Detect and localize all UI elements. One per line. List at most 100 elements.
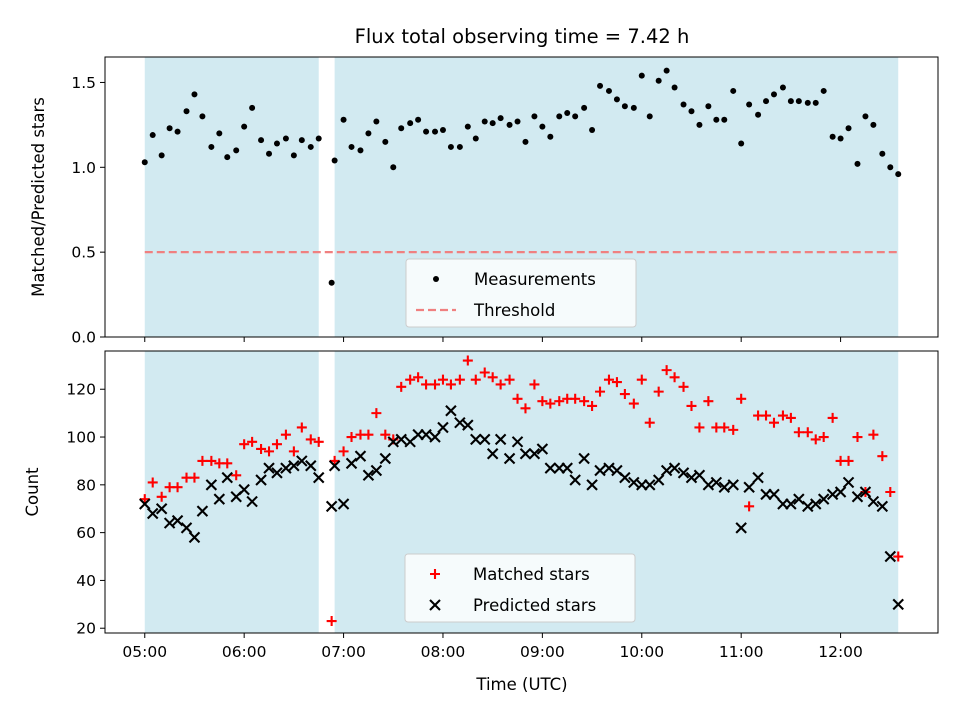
data-point bbox=[447, 143, 454, 150]
predicted-marker bbox=[586, 479, 598, 491]
matched-marker bbox=[893, 551, 904, 562]
data-point bbox=[655, 77, 662, 84]
matched-marker bbox=[371, 408, 382, 419]
data-point bbox=[613, 96, 620, 103]
data-point bbox=[273, 140, 280, 147]
matched-marker bbox=[678, 381, 689, 392]
matched-marker bbox=[761, 410, 772, 421]
predicted-marker bbox=[752, 471, 764, 484]
predicted-marker bbox=[693, 469, 706, 482]
data-point bbox=[845, 125, 852, 132]
legend-swatch bbox=[433, 276, 439, 282]
data-point bbox=[688, 108, 695, 115]
legend-label: Measurements bbox=[474, 270, 596, 289]
bottom-panel-counts: 20 40 60 80 100 120 05:00 06:00 07:00 08:00 09:00 1… bbox=[23, 350, 939, 661]
y-tick-label: 120 bbox=[66, 381, 96, 399]
predicted-marker bbox=[221, 471, 234, 484]
data-point bbox=[597, 82, 604, 89]
predicted-marker bbox=[246, 495, 258, 508]
x-tick-label: 12:00 bbox=[818, 643, 863, 661]
data-point bbox=[713, 116, 720, 123]
matched-marker bbox=[852, 432, 863, 443]
matched-marker bbox=[785, 412, 796, 423]
predicted-marker bbox=[859, 486, 872, 498]
y-axis-label: Matched/Predicted stars bbox=[29, 97, 48, 297]
data-point bbox=[589, 126, 596, 133]
matched-marker bbox=[603, 374, 614, 385]
predicted-marker bbox=[619, 471, 631, 484]
matched-marker bbox=[222, 458, 233, 469]
data-point bbox=[630, 104, 637, 111]
predicted-marker bbox=[876, 500, 889, 513]
predicted-marker bbox=[486, 448, 499, 460]
data-point bbox=[887, 164, 894, 171]
data-point bbox=[746, 101, 753, 108]
predicted-marker bbox=[817, 493, 830, 505]
matched-marker bbox=[885, 487, 896, 497]
predicted-marker bbox=[188, 531, 201, 544]
matched-marker bbox=[437, 374, 448, 385]
matched-marker bbox=[247, 436, 258, 447]
predicted-marker bbox=[519, 448, 532, 460]
data-point bbox=[423, 128, 430, 135]
data-point bbox=[415, 116, 422, 123]
data-point bbox=[621, 103, 628, 110]
predicted-marker bbox=[785, 498, 797, 510]
data-point bbox=[812, 99, 819, 106]
matched-marker bbox=[744, 501, 755, 512]
data-point bbox=[307, 143, 314, 150]
x-tick-label: 08:00 bbox=[421, 643, 466, 661]
predicted-marker bbox=[536, 443, 549, 455]
matched-marker bbox=[669, 372, 680, 383]
data-point bbox=[439, 126, 446, 133]
predicted-marker bbox=[370, 464, 383, 477]
matched-marker bbox=[827, 412, 838, 423]
predicted-marker bbox=[677, 467, 690, 479]
matched-marker bbox=[587, 400, 598, 411]
matched-marker bbox=[736, 393, 747, 404]
matched-marker bbox=[802, 427, 813, 438]
legend-swatch bbox=[429, 599, 441, 611]
y-axis-label: Count bbox=[23, 467, 42, 517]
data-point bbox=[564, 110, 571, 116]
predicted-marker bbox=[354, 450, 367, 462]
y-tick-label: 20 bbox=[76, 620, 96, 638]
matched-marker bbox=[147, 477, 158, 488]
predicted-marker bbox=[892, 598, 904, 611]
data-point bbox=[464, 123, 471, 130]
data-point bbox=[258, 137, 265, 144]
data-point bbox=[795, 98, 802, 105]
predicted-marker bbox=[643, 479, 656, 491]
data-point bbox=[208, 143, 215, 150]
data-point bbox=[829, 133, 836, 140]
data-point bbox=[556, 113, 563, 120]
data-point bbox=[770, 91, 777, 98]
data-point bbox=[382, 138, 389, 145]
data-point bbox=[862, 113, 869, 120]
predicted-marker bbox=[768, 488, 780, 501]
matched-marker bbox=[231, 470, 242, 481]
series-predicted-stars bbox=[139, 405, 904, 611]
observing-window-1 bbox=[144, 57, 319, 337]
data-point bbox=[340, 116, 347, 123]
data-point bbox=[804, 99, 811, 106]
matched-marker bbox=[338, 446, 349, 457]
data-point bbox=[348, 143, 355, 150]
y-tick-label: 0.5 bbox=[71, 244, 96, 262]
data-point bbox=[183, 108, 190, 115]
data-point bbox=[870, 121, 877, 128]
data-point bbox=[895, 171, 902, 178]
data-point bbox=[158, 152, 165, 159]
predicted-marker bbox=[337, 498, 350, 510]
legend-swatch bbox=[430, 569, 440, 579]
data-point bbox=[373, 118, 380, 125]
matched-marker bbox=[405, 374, 416, 385]
predicted-marker bbox=[628, 476, 640, 489]
matched-marker bbox=[264, 446, 275, 457]
data-point bbox=[671, 84, 678, 91]
matched-marker bbox=[313, 436, 324, 447]
matched-marker bbox=[280, 429, 291, 440]
matched-marker bbox=[413, 372, 424, 383]
predicted-marker bbox=[345, 457, 358, 470]
matched-marker bbox=[296, 422, 307, 433]
